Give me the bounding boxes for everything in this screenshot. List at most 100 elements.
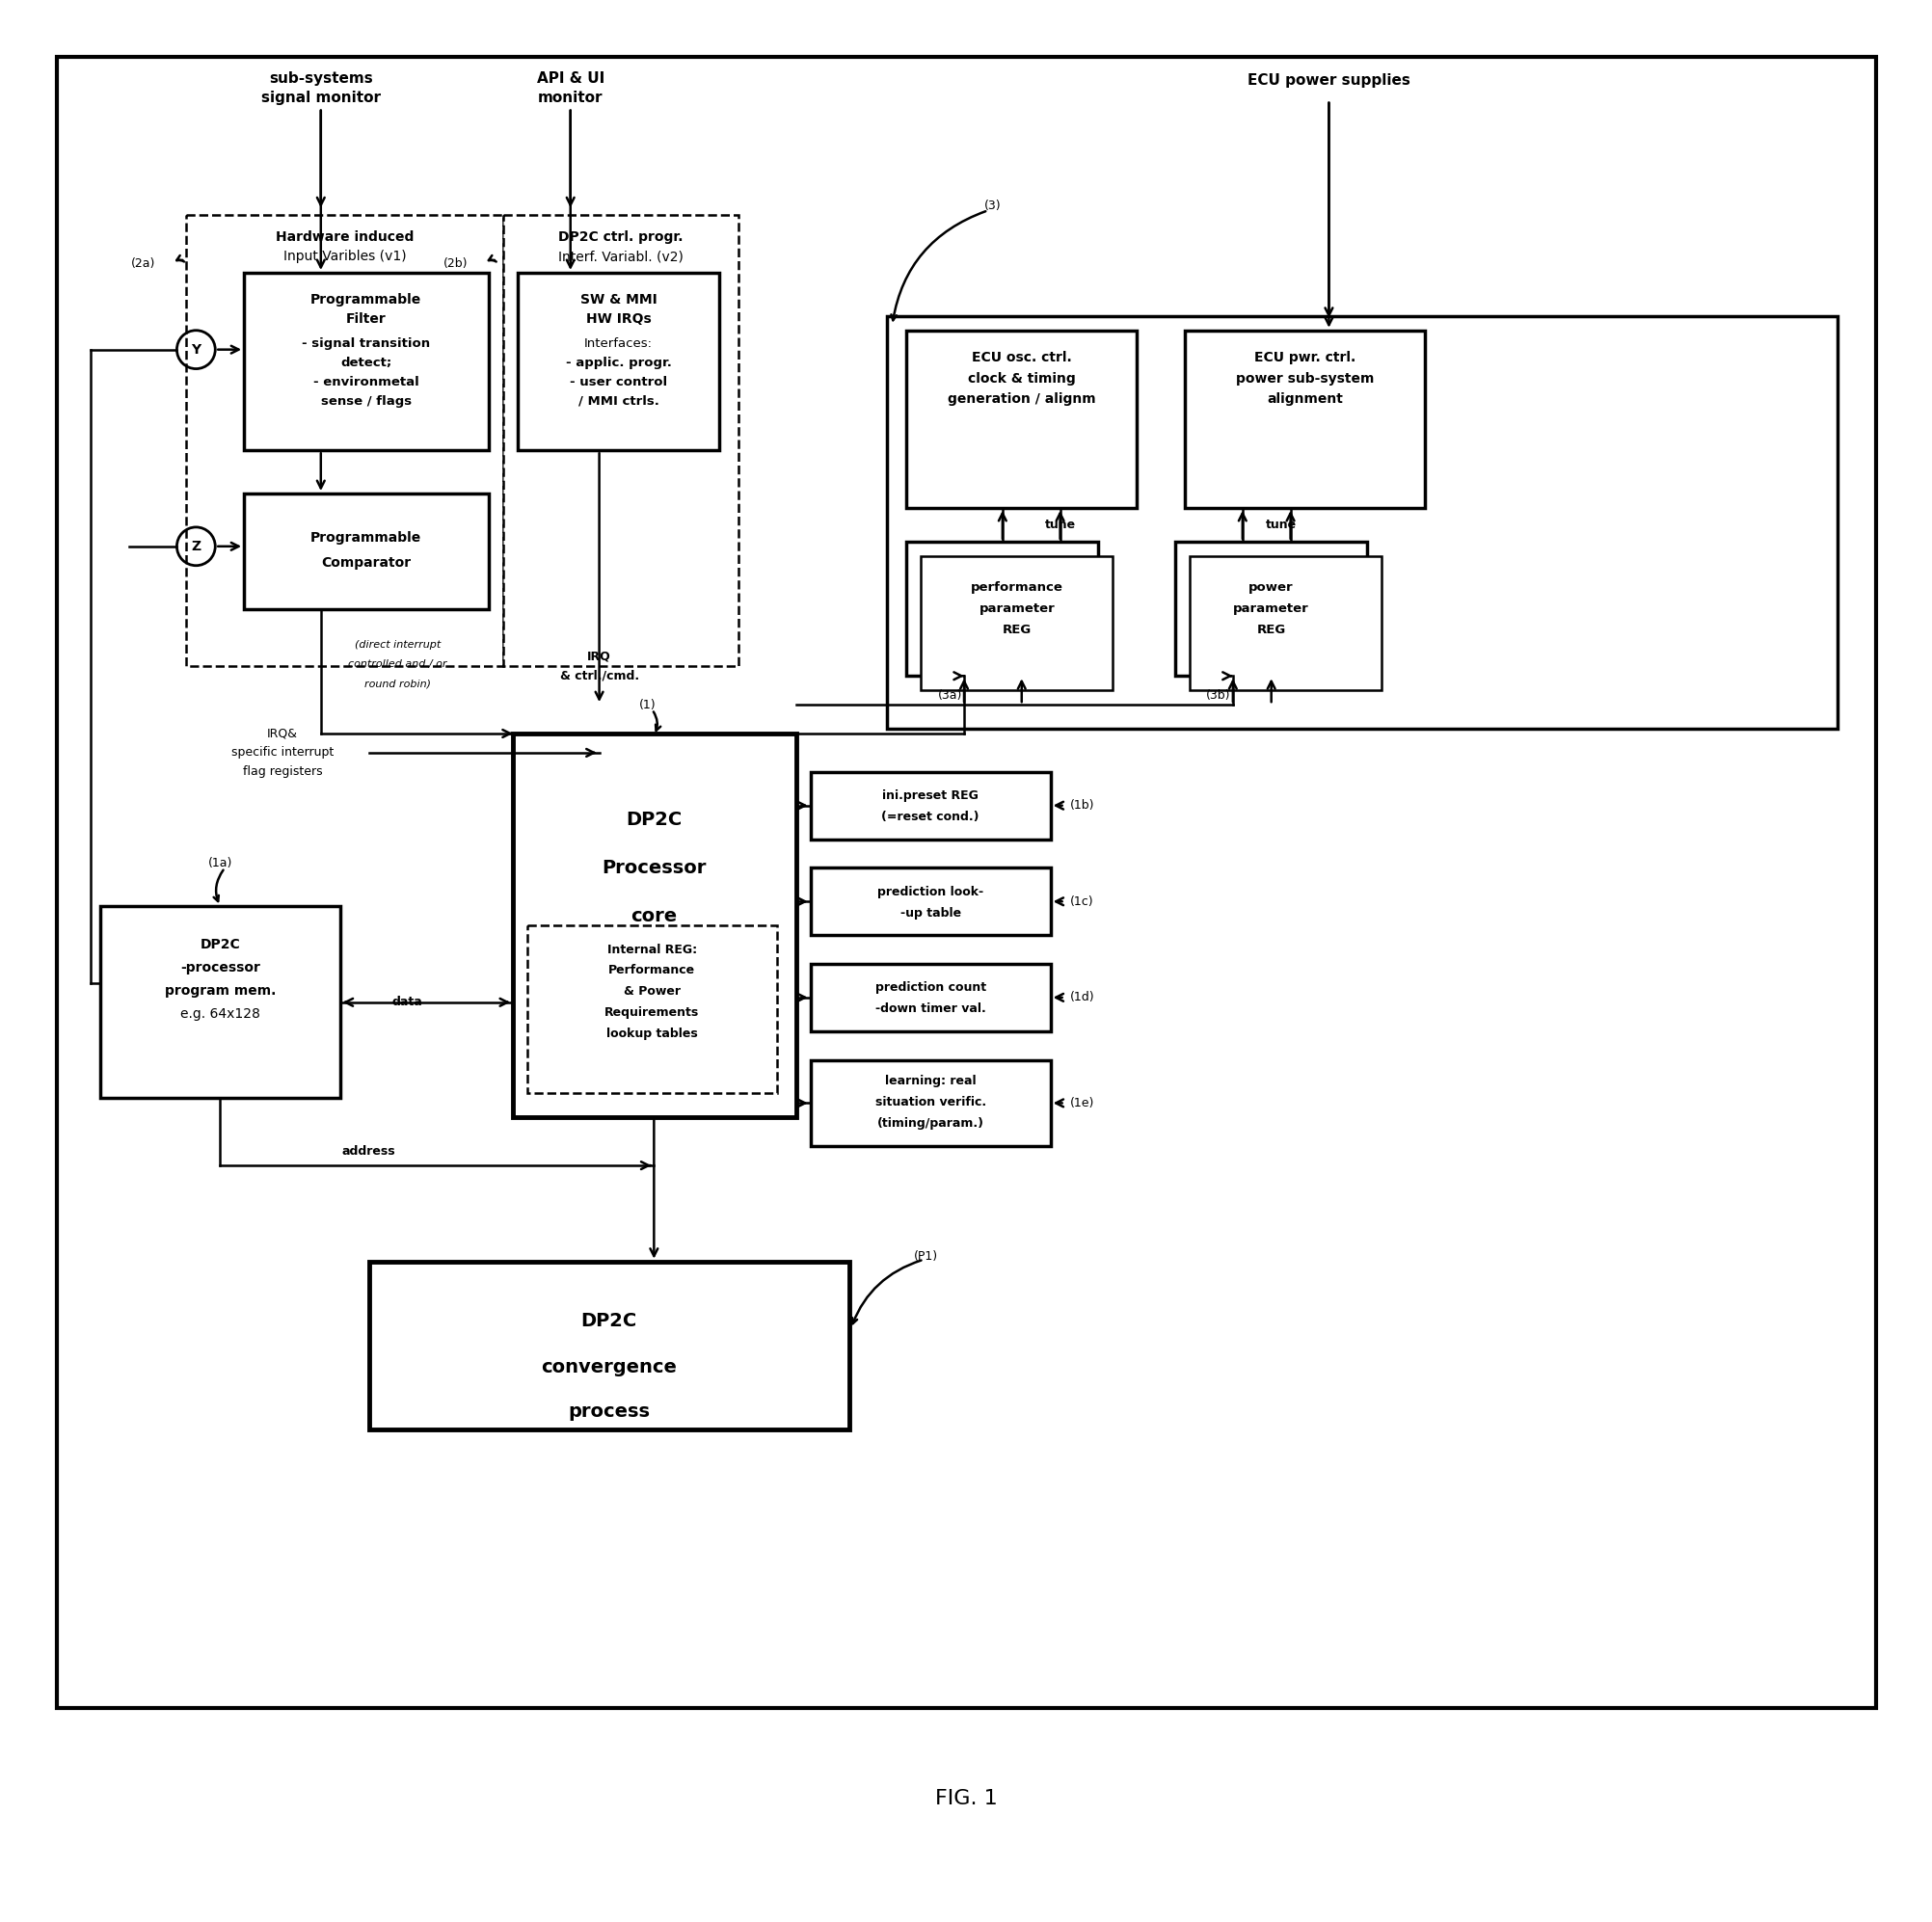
Text: (1a): (1a) [209,857,232,869]
Text: alignment: alignment [1267,392,1343,406]
Text: - environmetal: - environmetal [313,377,419,388]
Text: Requirements: Requirements [605,1007,699,1019]
Text: (1e): (1e) [1070,1097,1094,1109]
Text: core: core [630,907,678,924]
Text: tune: tune [1265,519,1296,532]
Text: (1b): (1b) [1070,800,1094,811]
Text: Interfaces:: Interfaces: [583,338,653,350]
Text: - signal transition: - signal transition [301,338,431,350]
Text: address: address [342,1146,396,1157]
Text: HW IRQs: HW IRQs [585,311,651,325]
Text: - user control: - user control [570,377,667,388]
Bar [502,215,738,667]
Text: (3a): (3a) [937,688,962,702]
Text: situation verific.: situation verific. [875,1096,985,1109]
Text: -down timer val.: -down timer val. [875,1003,985,1015]
Bar [243,273,489,450]
Text: Y: Y [191,342,201,356]
Bar [243,494,489,609]
Bar [369,1261,848,1430]
Text: Input Varibles (v1): Input Varibles (v1) [284,250,406,263]
Text: Programmable: Programmable [311,530,421,544]
Text: (2a): (2a) [131,258,155,269]
Text: (1d): (1d) [1070,992,1094,1003]
Bar [527,926,777,1094]
Text: (2b): (2b) [442,258,468,269]
Text: DP2C: DP2C [626,811,682,828]
Text: round robin): round robin) [365,678,431,688]
Text: learning: real: learning: real [885,1074,976,1088]
Text: FIG. 1: FIG. 1 [935,1789,997,1809]
Bar [512,734,796,1117]
Bar [100,907,340,1097]
Text: IRQ: IRQ [587,650,611,663]
Bar [906,331,1136,507]
Text: REG: REG [1256,623,1287,636]
Text: ECU pwr. ctrl.: ECU pwr. ctrl. [1254,350,1356,363]
Bar [1190,555,1381,690]
Text: program mem.: program mem. [164,984,276,998]
Text: IRQ&: IRQ& [267,727,298,740]
Text: & ctrl./cmd.: & ctrl./cmd. [560,669,639,682]
Text: REG: REG [1003,623,1032,636]
Text: Performance: Performance [609,965,696,976]
Text: power: power [1248,580,1294,594]
Text: prediction look-: prediction look- [877,886,983,898]
Text: (P1): (P1) [914,1251,937,1263]
Bar [1184,331,1426,507]
Text: signal monitor: signal monitor [261,90,381,106]
Text: Processor: Processor [601,859,707,876]
Text: convergence: convergence [541,1357,676,1376]
Bar [810,773,1051,840]
Text: API & UI: API & UI [537,71,605,86]
Text: Interf. Variabl. (v2): Interf. Variabl. (v2) [558,250,684,263]
Text: flag registers: flag registers [243,765,323,778]
Text: ECU osc. ctrl.: ECU osc. ctrl. [972,350,1072,363]
Bar [1175,542,1368,677]
Text: controlled and / or: controlled and / or [348,659,446,669]
Bar [56,58,1876,1709]
Text: parameter: parameter [1233,602,1310,615]
Text: performance: performance [970,580,1063,594]
Text: sense / flags: sense / flags [321,396,412,407]
Text: e.g. 64x128: e.g. 64x128 [180,1007,261,1021]
Text: process: process [568,1401,649,1420]
Text: lookup tables: lookup tables [607,1028,697,1040]
Bar [185,215,502,667]
Bar [518,273,719,450]
Bar [810,963,1051,1030]
Text: tune: tune [1045,519,1076,532]
Text: generation / alignm: generation / alignm [947,392,1095,406]
Text: ECU power supplies: ECU power supplies [1248,73,1410,88]
Text: (=reset cond.): (=reset cond.) [881,811,980,823]
Text: ini.preset REG: ini.preset REG [883,790,980,801]
Text: monitor: monitor [537,90,603,106]
Text: Programmable: Programmable [311,292,421,306]
Text: (1c): (1c) [1070,896,1094,907]
Text: detect;: detect; [340,357,392,369]
Text: DP2C: DP2C [582,1313,638,1330]
Text: SW & MMI: SW & MMI [580,292,657,306]
Text: -processor: -processor [180,961,261,974]
Bar [810,869,1051,936]
Text: DP2C: DP2C [199,938,240,951]
Text: Comparator: Comparator [321,555,412,569]
Text: Filter: Filter [346,311,386,325]
Bar [922,555,1113,690]
Text: (3b): (3b) [1206,688,1231,702]
Text: Hardware induced: Hardware induced [276,231,413,244]
Text: -up table: -up table [900,907,960,919]
Text: clock & timing: clock & timing [968,371,1076,384]
Text: parameter: parameter [980,602,1055,615]
Text: Internal REG:: Internal REG: [607,944,697,955]
Text: (1): (1) [639,698,655,711]
Bar [887,315,1837,728]
Text: - applic. progr.: - applic. progr. [566,357,672,369]
Text: Z: Z [191,540,201,554]
Text: sub-systems: sub-systems [269,71,373,86]
Bar [810,1059,1051,1146]
Bar [906,542,1099,677]
Text: DP2C ctrl. progr.: DP2C ctrl. progr. [558,231,682,244]
Text: (3): (3) [985,200,1001,211]
Text: / MMI ctrls.: / MMI ctrls. [578,396,659,407]
